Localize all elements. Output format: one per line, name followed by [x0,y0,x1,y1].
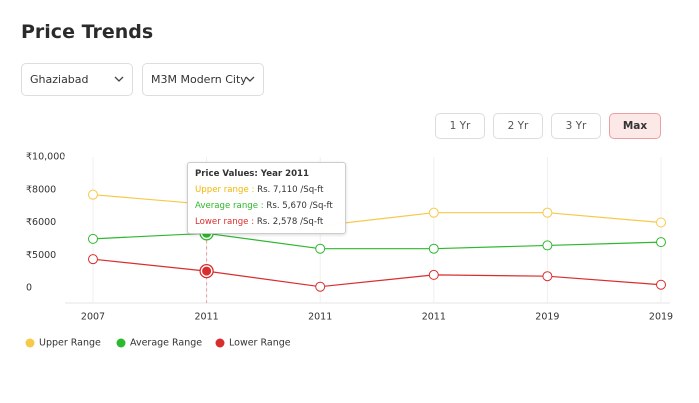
marker [315,243,326,254]
y-tick-label: ₹10,000 [26,152,65,163]
x-tick-label: 2011 [422,312,446,323]
x-tick-label: 2011 [308,312,332,323]
tooltip-row: Upper range : Rs. 7,110 /Sq-ft [195,185,324,195]
y-tick-label: 0 [26,283,32,294]
tooltip-row: Lower range : Rs. 2,578 /Sq-ft [195,217,324,227]
y-tick-label: ₹8000 [26,184,56,195]
range-button[interactable]: 1 Yr [435,113,485,139]
project-dropdown[interactable]: M3M Modern City [142,63,264,96]
legend-swatch [116,338,126,348]
y-tick-label: ₹6000 [26,217,56,228]
range-button[interactable]: 2 Yr [493,113,543,139]
marker [542,207,553,218]
range-button[interactable]: Max [609,113,661,139]
legend-label: Lower Range [229,338,291,349]
tooltip: Price Values: Year 2011 Upper range : Rs… [187,162,346,234]
x-tick-label: 2019 [649,312,673,323]
chevron [245,76,255,82]
dropdown-value: M3M Modern City [151,73,247,86]
legend-label: Upper Range [39,338,101,349]
marker [88,189,98,200]
x-tick-label: 2011 [195,312,219,323]
chevron [114,76,124,82]
legend-swatch [215,338,225,348]
line [92,232,662,250]
tooltip-label: Upper range [195,185,249,195]
marker [428,207,439,218]
x-tick-label: 2007 [81,312,105,323]
marker [656,279,666,290]
dropdown-value: Ghaziabad [30,73,89,86]
y-tick-label: ₹5000 [26,250,56,261]
tooltip-value: Rs. 7,110 /Sq-ft [257,185,324,195]
marker [88,254,98,265]
marker [88,233,98,244]
legend-label: Average Range [130,338,202,349]
marker [542,271,553,282]
page-title: Price Trends [21,21,154,43]
x-tick-label: 2019 [535,312,559,323]
marker [315,281,326,292]
range-button[interactable]: 3 Yr [551,113,601,139]
city-dropdown[interactable]: Ghaziabad [21,63,133,96]
tooltip-label: Lower range [195,217,249,227]
legend-swatch [25,338,35,348]
tooltip-row: Average range : Rs. 5,670 /Sq-ft [195,201,333,211]
marker [428,243,439,254]
marker [656,217,666,228]
marker [202,266,212,276]
tooltip-value: Rs. 2,578 /Sq-ft [256,217,324,227]
tooltip-label: Average range [195,201,259,211]
marker [428,269,439,280]
line [92,258,662,288]
marker [542,240,553,251]
line [92,194,662,227]
tooltip-title: Price Values: Year 2011 [195,169,310,179]
marker [656,237,666,248]
chart: 0 ₹5000 ₹6000 ₹8000 ₹10,000 2007 2011 2011 2011 2… [25,152,673,349]
tooltip-value: Rs. 5,670 /Sq-ft [266,201,333,211]
